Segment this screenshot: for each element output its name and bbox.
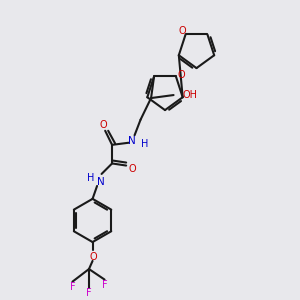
Text: O: O	[178, 70, 185, 80]
Text: N: N	[97, 177, 104, 187]
Text: F: F	[102, 280, 107, 290]
Text: OH: OH	[183, 90, 198, 100]
Text: O: O	[100, 120, 107, 130]
Text: H: H	[87, 173, 94, 184]
Text: O: O	[128, 164, 136, 174]
Text: O: O	[178, 26, 186, 37]
Text: F: F	[70, 282, 75, 292]
Text: N: N	[128, 136, 135, 146]
Text: O: O	[89, 252, 97, 262]
Text: F: F	[86, 288, 92, 298]
Text: H: H	[141, 139, 148, 149]
